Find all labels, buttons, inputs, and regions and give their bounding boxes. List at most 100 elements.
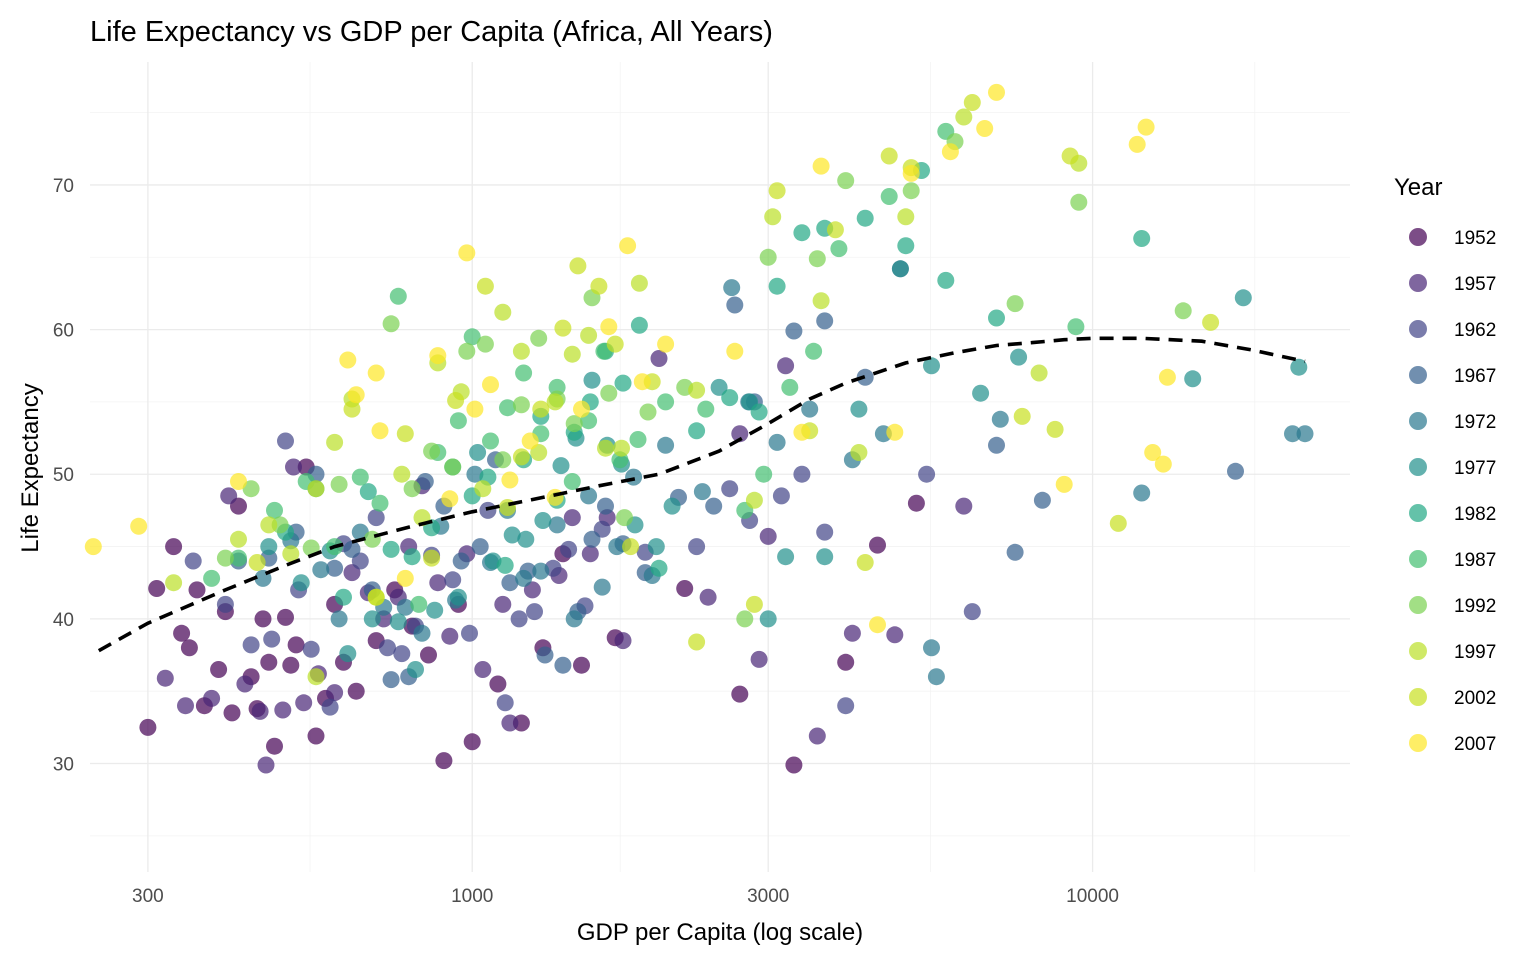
point-1992 — [530, 329, 548, 347]
point-1972 — [396, 598, 414, 616]
point-1957 — [886, 626, 904, 644]
point-1987 — [830, 240, 848, 258]
point-1972 — [625, 468, 643, 486]
point-1977 — [552, 457, 570, 475]
point-1962 — [184, 552, 202, 570]
y-tick-label: 50 — [53, 465, 74, 486]
point-1967 — [1033, 491, 1051, 509]
point-1952 — [173, 624, 191, 642]
point-2002 — [499, 499, 516, 516]
chart-title: Life Expectancy vs GDP per Capita (Afric… — [90, 16, 773, 48]
point-2002 — [532, 400, 550, 418]
point-1952 — [287, 636, 305, 654]
point-1972 — [548, 516, 566, 534]
point-1972 — [413, 624, 431, 642]
legend-swatch — [1409, 550, 1427, 568]
point-2002 — [880, 147, 898, 165]
point-2002 — [768, 182, 786, 200]
point-1982 — [359, 483, 377, 501]
point-1962 — [321, 698, 339, 716]
legend-item-1987: 1987 — [1409, 550, 1496, 571]
point-2007 — [869, 616, 886, 634]
point-1972 — [693, 483, 711, 501]
legend-label: 1952 — [1454, 228, 1496, 249]
point-1977 — [759, 610, 777, 628]
point-1992 — [216, 549, 234, 567]
point-1967 — [705, 497, 723, 515]
legend-item-1967: 1967 — [1409, 366, 1496, 387]
point-1987 — [410, 595, 428, 613]
point-1977 — [850, 400, 868, 418]
point-1982 — [403, 548, 421, 566]
point-1997 — [745, 491, 763, 509]
point-1967 — [597, 497, 614, 515]
point-1987 — [1067, 318, 1085, 336]
point-1977 — [339, 645, 357, 663]
point-1967 — [583, 530, 601, 548]
point-1992 — [600, 384, 618, 402]
point-2007 — [429, 347, 447, 365]
point-1992 — [382, 315, 400, 333]
point-1962 — [560, 540, 578, 558]
point-1972 — [608, 538, 626, 556]
point-1987 — [463, 328, 481, 346]
point-1952 — [254, 610, 272, 628]
point-1982 — [614, 374, 632, 392]
point-1957 — [750, 650, 768, 668]
point-1982 — [688, 422, 706, 440]
point-1997 — [326, 433, 344, 451]
point-1997 — [1030, 364, 1048, 382]
point-1967 — [452, 552, 470, 570]
point-1957 — [236, 675, 254, 693]
legend-label: 2007 — [1454, 734, 1496, 755]
point-1997 — [955, 108, 973, 126]
point-1962 — [379, 639, 396, 657]
point-1957 — [955, 497, 973, 515]
point-1982 — [496, 556, 514, 574]
legend-label: 1992 — [1454, 596, 1496, 617]
point-1972 — [580, 487, 598, 505]
point-2007 — [726, 342, 744, 360]
point-1962 — [721, 480, 739, 498]
point-1972 — [1284, 425, 1301, 443]
point-1977 — [503, 526, 521, 544]
y-tick-label: 40 — [53, 610, 74, 631]
point-1972 — [532, 562, 550, 580]
x-tick-label: 3000 — [747, 886, 789, 907]
point-2002 — [554, 319, 572, 337]
point-1952 — [463, 733, 481, 751]
point-2002 — [856, 554, 874, 571]
point-2002 — [512, 448, 530, 466]
point-1997 — [494, 303, 512, 321]
point-1972 — [723, 279, 741, 297]
point-1987 — [230, 549, 247, 567]
point-2002 — [476, 277, 494, 295]
legend-label: 1977 — [1454, 458, 1496, 479]
legend-item-2002: 2002 — [1409, 688, 1496, 709]
point-1982 — [335, 588, 352, 606]
point-1982 — [856, 209, 874, 227]
point-1997 — [260, 516, 278, 534]
point-2007 — [1128, 135, 1146, 153]
legend-swatch — [1409, 642, 1427, 660]
point-2007 — [339, 351, 357, 369]
point-2002 — [826, 221, 844, 239]
point-2007 — [396, 569, 414, 587]
point-1957 — [274, 701, 292, 719]
point-1987 — [482, 432, 499, 450]
y-axis-ticks: 30 40 50 60 70 — [53, 176, 74, 776]
point-1987 — [755, 465, 773, 483]
point-2007 — [130, 517, 148, 535]
legend-item-1962: 1962 — [1409, 320, 1496, 341]
point-1977 — [363, 610, 381, 628]
series-1997 — [165, 108, 1088, 686]
point-1972 — [927, 668, 945, 686]
point-1967 — [326, 559, 344, 577]
point-2002 — [1109, 514, 1127, 532]
point-1957 — [699, 588, 717, 606]
point-1962 — [444, 571, 462, 589]
point-1957 — [285, 458, 302, 476]
point-2007 — [976, 120, 994, 137]
legend-swatch — [1409, 688, 1427, 706]
point-2002 — [622, 538, 640, 556]
